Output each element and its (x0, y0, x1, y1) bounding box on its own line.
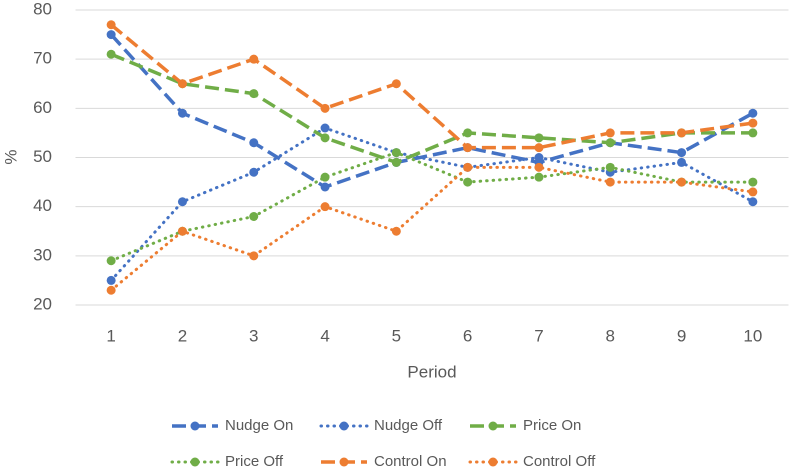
x-axis-label: Period (407, 362, 456, 381)
x-tick-label: 5 (392, 326, 401, 345)
data-point (249, 89, 259, 99)
data-point (463, 162, 473, 172)
y-tick-label: 20 (33, 294, 52, 313)
data-point (320, 133, 330, 143)
data-point (748, 197, 758, 207)
data-point (605, 177, 615, 187)
data-point (677, 157, 687, 167)
data-point (677, 148, 687, 158)
x-tick-label: 1 (106, 326, 115, 345)
data-point (463, 128, 473, 138)
data-point (677, 128, 687, 138)
x-tick-label: 7 (534, 326, 543, 345)
legend-label: Price On (523, 417, 581, 434)
series-line (109, 165, 755, 292)
legend-label: Control On (374, 453, 447, 470)
data-point (106, 256, 116, 266)
y-tick-label: 70 (33, 49, 52, 68)
data-point (534, 172, 544, 182)
series-line (109, 126, 755, 282)
data-point (106, 275, 116, 285)
data-point (677, 177, 687, 187)
y-tick-label: 30 (33, 245, 52, 264)
data-point (177, 79, 187, 89)
data-point (605, 128, 615, 138)
x-tick-label: 6 (463, 326, 472, 345)
data-point (534, 162, 544, 172)
data-point (249, 54, 259, 64)
y-tick-label: 50 (33, 147, 52, 166)
data-point (391, 79, 401, 89)
data-point (748, 128, 758, 138)
data-point (605, 162, 615, 172)
y-tick-label: 80 (33, 0, 52, 18)
x-tick-label: 9 (677, 326, 686, 345)
data-point (320, 172, 330, 182)
x-tick-label: 2 (178, 326, 187, 345)
series-line (109, 150, 755, 263)
data-point (320, 123, 330, 133)
legend-label: Nudge On (225, 417, 293, 434)
data-point (748, 118, 758, 128)
series-line (109, 33, 754, 189)
data-point (534, 133, 544, 143)
data-point (106, 20, 116, 30)
data-point (534, 153, 544, 162)
data-point (249, 251, 259, 261)
legend-marker (190, 457, 200, 467)
legend-label: Price Off (225, 453, 284, 470)
data-point (177, 197, 187, 207)
y-tick-label: 40 (33, 196, 52, 215)
x-tick-label: 8 (606, 326, 615, 345)
data-point (249, 167, 259, 177)
series-line (110, 23, 754, 150)
x-tick-label: 4 (320, 326, 329, 345)
legend-label: Control Off (523, 453, 596, 470)
data-point (320, 182, 330, 192)
legend-label: Nudge Off (374, 417, 443, 434)
data-point (320, 103, 330, 113)
data-point (534, 143, 544, 153)
data-point (177, 108, 187, 118)
y-axis-label: % (1, 149, 20, 164)
data-point (106, 30, 116, 40)
legend-marker (488, 421, 498, 431)
data-point (605, 138, 615, 148)
data-point (748, 187, 758, 197)
x-tick-label: 10 (743, 326, 762, 345)
series-line (110, 52, 753, 165)
data-point (106, 285, 116, 295)
data-point (463, 177, 473, 187)
data-point (748, 177, 758, 187)
data-point (320, 202, 330, 212)
data-point (391, 157, 401, 167)
legend-marker (190, 421, 200, 431)
data-point (463, 143, 473, 153)
y-tick-label: 60 (33, 98, 52, 117)
data-point (391, 226, 401, 236)
legend-marker (339, 457, 349, 467)
legend-marker (488, 457, 498, 467)
x-tick-label: 3 (249, 326, 258, 345)
data-point (177, 226, 187, 236)
data-point (748, 108, 758, 118)
data-point (391, 148, 401, 158)
data-point (249, 212, 259, 221)
legend-marker (339, 421, 349, 431)
data-point (249, 138, 259, 148)
data-point (106, 49, 116, 59)
